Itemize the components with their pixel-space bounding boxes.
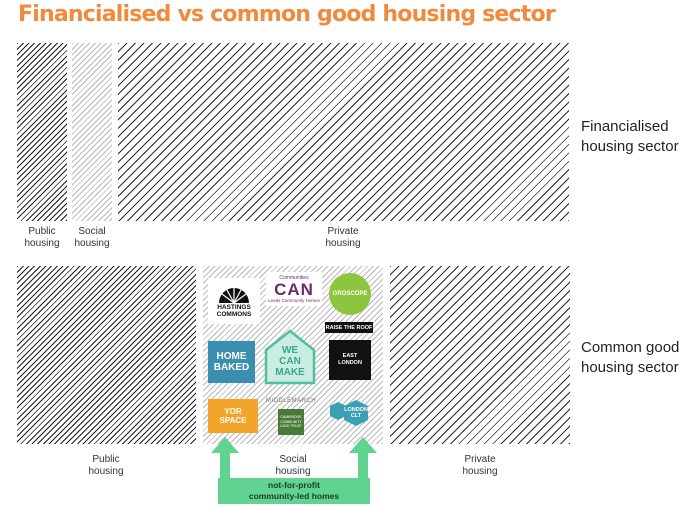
yorspace-text: YOR SPACE <box>219 407 247 425</box>
groscope-logo: GROSCOPE <box>329 273 371 315</box>
raise-the-roof-logo: RAISE THE ROOF <box>325 322 373 333</box>
sunburst-icon <box>219 288 249 304</box>
cambridge-clt-text: CAMBRIDGE COMMUNITY LAND TRUST <box>280 415 302 429</box>
groscope-text: GROSCOPE <box>332 291 368 297</box>
london-clt-text: LONDON CLT <box>344 406 368 420</box>
communities-can-small: Communities <box>279 274 309 281</box>
arrow-up-right-icon <box>349 437 377 485</box>
fin-private-housing-block <box>118 43 569 221</box>
we-can-make-logo: WE CAN MAKE <box>262 328 318 386</box>
fin-public-caption: Public housing <box>24 226 60 249</box>
homebaked-logo: HOME BAKED <box>208 341 255 383</box>
homebaked-text: HOME BAKED <box>213 351 250 373</box>
fin-private-caption: Private housing <box>325 226 361 249</box>
middlemarch-logo: MIDDLEMARCH <box>264 396 318 406</box>
cg-public-housing-block <box>17 266 196 444</box>
arrow-up-left-icon <box>211 437 239 485</box>
communities-can-big: CAN <box>274 279 314 299</box>
hastings-commons-text: HASTINGS COMMONS <box>216 304 252 318</box>
east-london-text: EAST LONDON <box>338 353 362 366</box>
middlemarch-text: MIDDLEMARCH <box>265 398 317 404</box>
hastings-commons-logo: HASTINGS COMMONS <box>208 278 260 324</box>
fin-social-caption: Social housing <box>74 226 110 249</box>
cg-private-caption: Private housing <box>462 454 498 477</box>
page-title: Financialised vs common good housing sec… <box>18 2 556 27</box>
hexagon-icon <box>330 400 368 426</box>
raise-the-roof-text: RAISE THE ROOF <box>325 324 373 331</box>
financialised-sector-label: Financialised housing sector <box>581 118 679 155</box>
london-clt-logo: LONDON CLT <box>326 398 374 428</box>
fin-public-housing-block <box>17 43 67 221</box>
fin-social-housing-block <box>72 43 112 221</box>
we-can-make-text: WE CAN MAKE <box>275 344 305 378</box>
communities-can-logo: Communities CAN Leeds Community Homes <box>266 272 322 306</box>
yorspace-logo: YOR SPACE <box>208 399 258 433</box>
cg-public-caption: Public housing <box>88 454 124 477</box>
community-led-homes-banner: not-for-profit community-led homes <box>218 478 370 504</box>
cambridge-clt-logo: CAMBRIDGE COMMUNITY LAND TRUST <box>278 409 304 435</box>
house-outline-icon <box>264 329 316 385</box>
cg-private-housing-block <box>390 266 570 444</box>
east-london-logo: EAST LONDON <box>329 340 371 380</box>
common-good-sector-label: Common good housing sector <box>581 339 680 376</box>
communities-can-sub: Leeds Community Homes <box>268 297 320 303</box>
cg-social-caption: Social housing <box>275 454 311 477</box>
